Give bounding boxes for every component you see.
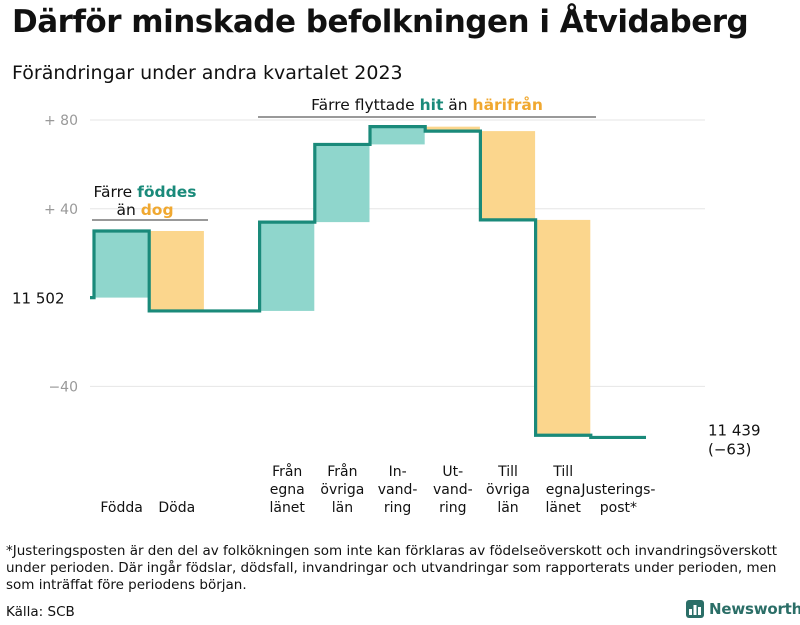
category-label: Från bbox=[272, 463, 302, 480]
category-label: länet bbox=[269, 500, 305, 516]
chart-subtitle: Förändringar under andra kvartalet 2023 bbox=[12, 62, 403, 84]
annotation-migration: Färre flyttade hit än härifrån bbox=[311, 95, 543, 114]
bar-utvandring bbox=[425, 126, 480, 132]
bar-döda bbox=[149, 231, 204, 311]
annotation-births-line2: än dog bbox=[116, 201, 173, 219]
annotation-part: än bbox=[116, 201, 140, 219]
category-label: egna bbox=[270, 482, 305, 498]
category-label: Ut- bbox=[442, 464, 463, 480]
y-tick-label: −40 bbox=[48, 379, 78, 395]
category-label: Från bbox=[327, 463, 357, 480]
footnote: *Justeringsposten är den del av folkökni… bbox=[6, 543, 778, 593]
category-label: ring bbox=[439, 500, 466, 516]
source-note: Källa: SCB bbox=[6, 604, 75, 620]
category-label: Till bbox=[552, 464, 573, 480]
category-label: övriga bbox=[320, 482, 364, 498]
waterfall-chart: + 80 + 40 −40 11 502 11 439(−63) Födda Döda Frå… bbox=[12, 95, 761, 516]
category-label: post* bbox=[600, 500, 637, 516]
bar-födda bbox=[94, 231, 149, 298]
annotation-part: dog bbox=[141, 201, 174, 219]
category-label: län bbox=[497, 500, 518, 516]
brand-name: Newsworthy bbox=[709, 600, 800, 618]
end-change-label: (−63) bbox=[708, 440, 751, 458]
category-label: Justerings- bbox=[580, 482, 655, 498]
category-label: ring bbox=[384, 500, 411, 516]
start-value-label: 11 502 bbox=[12, 290, 65, 308]
annotation-part: Färre flyttade bbox=[311, 96, 419, 114]
annotation-part: Färre bbox=[94, 183, 138, 201]
bar-tillövrigalän bbox=[480, 131, 536, 220]
y-tick-label: + 40 bbox=[44, 202, 78, 218]
newsworthy-logo: Newsworthy bbox=[686, 600, 800, 618]
category-label: vand- bbox=[433, 482, 473, 498]
category-label: län bbox=[332, 500, 353, 516]
cumulative-step-line bbox=[90, 125, 646, 440]
bar-frånegnalänet bbox=[260, 222, 315, 311]
category-label: länet bbox=[545, 500, 581, 516]
category-label: övriga bbox=[486, 482, 530, 498]
end-value-label: 11 439 bbox=[708, 421, 761, 439]
annotation-part: hit bbox=[420, 96, 444, 114]
y-tick-label: + 80 bbox=[44, 113, 78, 129]
category-label: Födda bbox=[100, 500, 142, 516]
bar-invandring bbox=[370, 126, 425, 145]
chart-title: Därför minskade befolkningen i Åtvidaber… bbox=[12, 4, 749, 40]
annotation-part: föddes bbox=[137, 183, 196, 201]
category-label: Döda bbox=[158, 500, 195, 516]
annotation-births-line1: Färre föddes bbox=[94, 183, 197, 201]
bar-tillegnalänet bbox=[536, 219, 591, 436]
category-label: Till bbox=[497, 464, 518, 480]
category-label: egna bbox=[546, 482, 581, 498]
category-label: In- bbox=[389, 464, 407, 480]
annotation-part: härifrån bbox=[473, 95, 543, 114]
newsworthy-logo-icon bbox=[686, 600, 704, 618]
annotation-part: än bbox=[443, 96, 472, 114]
bar-frånövrigalän bbox=[315, 144, 370, 223]
category-label: vand- bbox=[378, 482, 418, 498]
